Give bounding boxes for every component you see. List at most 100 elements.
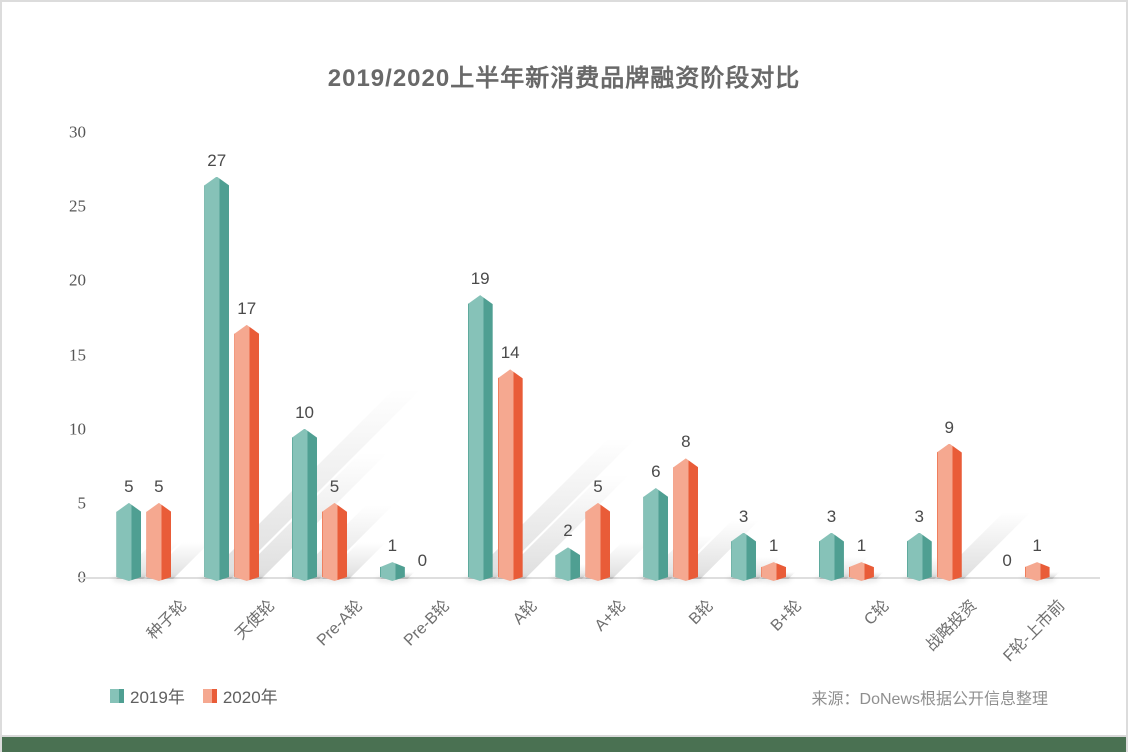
bar-value-label: 5: [154, 476, 164, 496]
bar-shape: [292, 429, 317, 581]
bar-shape: [555, 547, 580, 581]
x-axis-label: F轮-上市前: [1000, 597, 1069, 666]
bar-shape: [468, 295, 493, 581]
bar-value-label: 1: [856, 536, 867, 556]
footer-accent-bar: [2, 735, 1126, 752]
bar-shape: [380, 562, 405, 581]
y-axis-tick: 30: [69, 122, 86, 142]
y-axis-tick: 15: [69, 345, 86, 364]
bar-value-label: 3: [738, 506, 749, 526]
bar-shape: [116, 503, 141, 581]
bar-value-label: 3: [914, 506, 924, 526]
x-axis-label: B轮: [686, 597, 718, 629]
x-axis-label: Pre-B轮: [401, 597, 454, 650]
source-text: 来源：DoNews根据公开信息整理: [811, 691, 1048, 708]
bar-2019年: 2: [555, 522, 580, 577]
legend-swatch-icon: [110, 688, 124, 703]
x-axis-label: A+轮: [591, 597, 630, 635]
x-axis-label: A轮: [510, 597, 542, 629]
bar-shape: [849, 562, 874, 581]
y-axis-tick: 20: [69, 270, 86, 290]
bar-2019年: 10: [292, 404, 317, 577]
bar-value-label: 9: [944, 417, 954, 437]
x-axis-labels: 种子轮 天使轮 Pre-A轮 Pre-B轮 A轮 A+轮 B轮 B+轮 C轮 战略投资 F轮-上市前: [100, 593, 1069, 683]
bar-2019年: 3: [907, 508, 932, 578]
bar-shape: [819, 533, 844, 582]
bar-2019年: 19: [468, 270, 493, 577]
bar-2019年: 3: [731, 508, 756, 578]
bar-shape: [146, 503, 171, 581]
bar-shape: [1025, 562, 1050, 581]
bar-value-label: 1: [768, 536, 779, 556]
bar-shape: [204, 177, 229, 582]
bar-value-label: 5: [593, 476, 603, 496]
bar-group: 19 14: [451, 132, 636, 583]
bar-value-label: 8: [681, 432, 691, 452]
y-axis: 0 5 10 15 20 25 30: [2, 124, 87, 586]
x-axis-label: C轮: [861, 597, 893, 629]
bar-2020年: 17: [234, 300, 259, 577]
bar-2019年: 1: [380, 537, 405, 577]
bar-2020年: 14: [498, 344, 523, 577]
bar-2019年: 6: [643, 463, 668, 577]
bar-shape: [585, 503, 610, 581]
bar-shape: [498, 369, 523, 581]
bar-2020年: 5: [585, 478, 610, 577]
y-axis-tick: 25: [69, 196, 86, 216]
bar-2020年: 5: [322, 478, 347, 577]
bar-shape: [643, 488, 668, 581]
legend-swatch-icon: [202, 688, 217, 703]
legend-label: 2019年: [130, 688, 185, 707]
bar-value-label: 1: [1032, 536, 1042, 556]
bar-value-label: 5: [124, 476, 134, 496]
x-axis-label: 天使轮: [232, 597, 278, 644]
bar-2019年: 5: [116, 478, 141, 577]
bar-shape: [322, 503, 347, 581]
legend-label: 2020年: [222, 688, 278, 707]
bar-value-label: 1: [387, 536, 398, 556]
bar-value-label: 6: [651, 462, 661, 481]
bar-shape: [907, 533, 932, 582]
bar-shape: [234, 325, 259, 581]
y-axis-tick: 10: [69, 419, 86, 439]
legend: 2019年 2020年: [110, 683, 278, 708]
bar-2020年: 1: [1025, 537, 1050, 577]
x-axis-label: Pre-A轮: [313, 597, 366, 650]
bar-group: 10 5: [276, 132, 394, 583]
bar-value-label: 0: [1002, 551, 1012, 570]
bar-shape: [937, 444, 962, 582]
bar-2020年: 9: [937, 419, 962, 578]
bar-shape: [731, 533, 756, 582]
bar-value-label: 10: [295, 402, 314, 422]
x-axis-label: 战略投资: [923, 597, 981, 655]
legend-item-2019年: 2019年: [110, 683, 185, 708]
y-axis-tick: 5: [77, 493, 87, 513]
bar-value-label: 14: [500, 343, 520, 363]
bar-value-label: 5: [329, 476, 340, 496]
bar-value-label: 27: [207, 150, 227, 170]
plot-area: 5 5 27 17 10 5 1 0 19 14 2 5 6 8 3 1 3 1 3 9 0 1: [100, 132, 1066, 583]
bar-2019年: 3: [819, 508, 844, 578]
x-axis-label: 种子轮: [144, 597, 191, 644]
bar-value-label: 0: [417, 551, 428, 570]
x-axis-label: B+轮: [767, 597, 805, 635]
bar-2020年: 8: [673, 433, 698, 577]
bar-2019年: 27: [204, 152, 229, 578]
chart-title: 2019/2020上半年新消费品牌融资阶段对比: [327, 65, 801, 92]
bar-value-label: 17: [237, 298, 257, 318]
bar-value-label: 19: [470, 269, 490, 289]
bar-value-label: 3: [826, 506, 837, 526]
bar-group: 27 17: [188, 132, 422, 583]
legend-item-2020年: 2020年: [202, 683, 278, 708]
bar-2020年: 1: [849, 537, 874, 577]
bar-shape: [673, 458, 698, 581]
